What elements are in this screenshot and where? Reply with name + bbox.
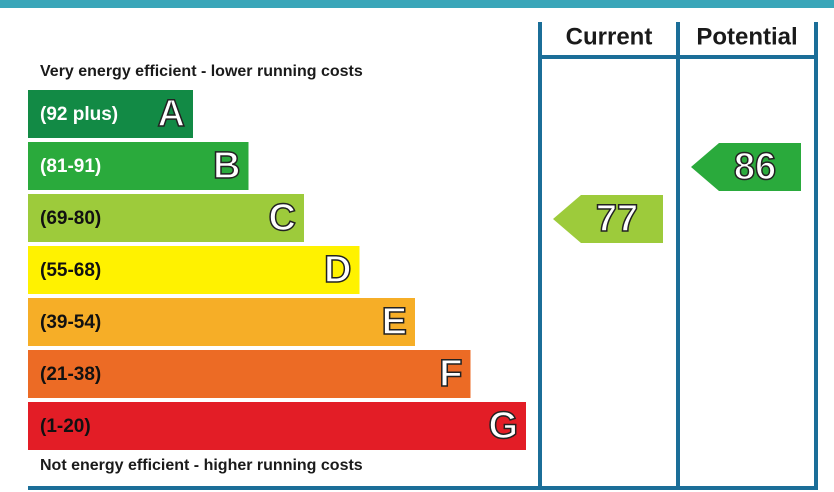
band-letter: A (158, 93, 185, 135)
rating-arrow (691, 143, 801, 191)
band-bar (28, 194, 304, 242)
band-label: (21-38) (40, 364, 101, 385)
band-letter: G (488, 405, 518, 447)
band-bar (28, 246, 360, 294)
top-note: Very energy efficient - lower running co… (40, 63, 363, 80)
band-bar (28, 90, 193, 138)
band-label: (92 plus) (40, 104, 118, 125)
top-bar (0, 0, 834, 8)
column-header: Current (566, 23, 653, 50)
band-bar (28, 350, 471, 398)
band-bar (28, 402, 526, 450)
rating-arrow (553, 195, 663, 243)
column-header: Potential (696, 23, 797, 50)
band-letter: B (213, 145, 240, 187)
band-bar (28, 142, 249, 190)
band-letter: F (439, 353, 462, 395)
band-label: (39-54) (40, 312, 101, 333)
band-bar (28, 298, 415, 346)
band-letter: C (269, 197, 296, 239)
band-letter: E (382, 301, 407, 343)
frame (28, 22, 818, 490)
band-letter: D (324, 249, 351, 291)
rating-value: 77 (596, 198, 638, 240)
rating-value: 86 (734, 146, 776, 188)
band-label: (81-91) (40, 156, 101, 177)
band-label: (1-20) (40, 416, 91, 437)
band-label: (69-80) (40, 208, 101, 229)
bottom-note: Not energy efficient - higher running co… (40, 457, 363, 474)
band-label: (55-68) (40, 260, 101, 281)
